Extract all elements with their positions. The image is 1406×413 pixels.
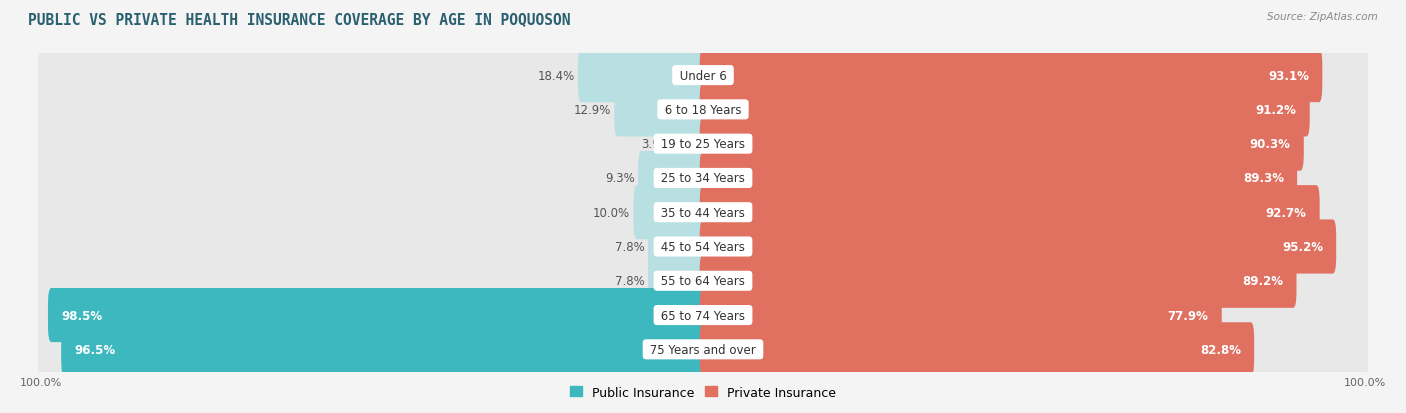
FancyBboxPatch shape bbox=[700, 117, 1303, 171]
Text: Under 6: Under 6 bbox=[676, 69, 730, 83]
FancyBboxPatch shape bbox=[648, 254, 706, 308]
Text: 3.9%: 3.9% bbox=[641, 138, 671, 151]
Text: 6 to 18 Years: 6 to 18 Years bbox=[661, 104, 745, 116]
FancyBboxPatch shape bbox=[38, 214, 1368, 279]
FancyBboxPatch shape bbox=[700, 186, 1320, 240]
FancyBboxPatch shape bbox=[700, 83, 1310, 137]
FancyBboxPatch shape bbox=[38, 43, 1368, 108]
FancyBboxPatch shape bbox=[700, 49, 1322, 103]
Text: 55 to 64 Years: 55 to 64 Years bbox=[657, 275, 749, 287]
FancyBboxPatch shape bbox=[700, 288, 1222, 342]
Text: 89.3%: 89.3% bbox=[1243, 172, 1284, 185]
FancyBboxPatch shape bbox=[38, 78, 1368, 142]
Legend: Public Insurance, Private Insurance: Public Insurance, Private Insurance bbox=[565, 381, 841, 404]
Text: 92.7%: 92.7% bbox=[1265, 206, 1306, 219]
FancyBboxPatch shape bbox=[38, 317, 1368, 382]
Text: 98.5%: 98.5% bbox=[62, 309, 103, 322]
FancyBboxPatch shape bbox=[614, 83, 706, 137]
Text: 35 to 44 Years: 35 to 44 Years bbox=[657, 206, 749, 219]
FancyBboxPatch shape bbox=[38, 180, 1368, 245]
Text: 9.3%: 9.3% bbox=[605, 172, 636, 185]
FancyBboxPatch shape bbox=[38, 249, 1368, 313]
Text: 93.1%: 93.1% bbox=[1268, 69, 1309, 83]
Text: 19 to 25 Years: 19 to 25 Years bbox=[657, 138, 749, 151]
FancyBboxPatch shape bbox=[38, 112, 1368, 177]
Text: 89.2%: 89.2% bbox=[1243, 275, 1284, 287]
FancyBboxPatch shape bbox=[700, 323, 1254, 377]
FancyBboxPatch shape bbox=[38, 146, 1368, 211]
FancyBboxPatch shape bbox=[578, 49, 706, 103]
FancyBboxPatch shape bbox=[700, 220, 1336, 274]
Text: 95.2%: 95.2% bbox=[1282, 240, 1323, 253]
Text: 65 to 74 Years: 65 to 74 Years bbox=[657, 309, 749, 322]
FancyBboxPatch shape bbox=[48, 288, 706, 342]
Text: 25 to 34 Years: 25 to 34 Years bbox=[657, 172, 749, 185]
FancyBboxPatch shape bbox=[673, 117, 706, 171]
FancyBboxPatch shape bbox=[634, 186, 706, 240]
Text: 45 to 54 Years: 45 to 54 Years bbox=[657, 240, 749, 253]
Text: 7.8%: 7.8% bbox=[614, 275, 645, 287]
Text: 91.2%: 91.2% bbox=[1256, 104, 1296, 116]
Text: 90.3%: 90.3% bbox=[1250, 138, 1291, 151]
Text: 75 Years and over: 75 Years and over bbox=[647, 343, 759, 356]
Text: PUBLIC VS PRIVATE HEALTH INSURANCE COVERAGE BY AGE IN POQUOSON: PUBLIC VS PRIVATE HEALTH INSURANCE COVER… bbox=[28, 12, 571, 27]
FancyBboxPatch shape bbox=[638, 152, 706, 206]
Text: 7.8%: 7.8% bbox=[614, 240, 645, 253]
Text: 77.9%: 77.9% bbox=[1167, 309, 1209, 322]
Text: 96.5%: 96.5% bbox=[75, 343, 115, 356]
FancyBboxPatch shape bbox=[700, 152, 1298, 206]
Text: Source: ZipAtlas.com: Source: ZipAtlas.com bbox=[1267, 12, 1378, 22]
FancyBboxPatch shape bbox=[38, 283, 1368, 348]
Text: 18.4%: 18.4% bbox=[537, 69, 575, 83]
FancyBboxPatch shape bbox=[648, 220, 706, 274]
FancyBboxPatch shape bbox=[62, 323, 706, 377]
Text: 82.8%: 82.8% bbox=[1199, 343, 1241, 356]
FancyBboxPatch shape bbox=[700, 254, 1296, 308]
Text: 10.0%: 10.0% bbox=[593, 206, 630, 219]
Text: 12.9%: 12.9% bbox=[574, 104, 612, 116]
